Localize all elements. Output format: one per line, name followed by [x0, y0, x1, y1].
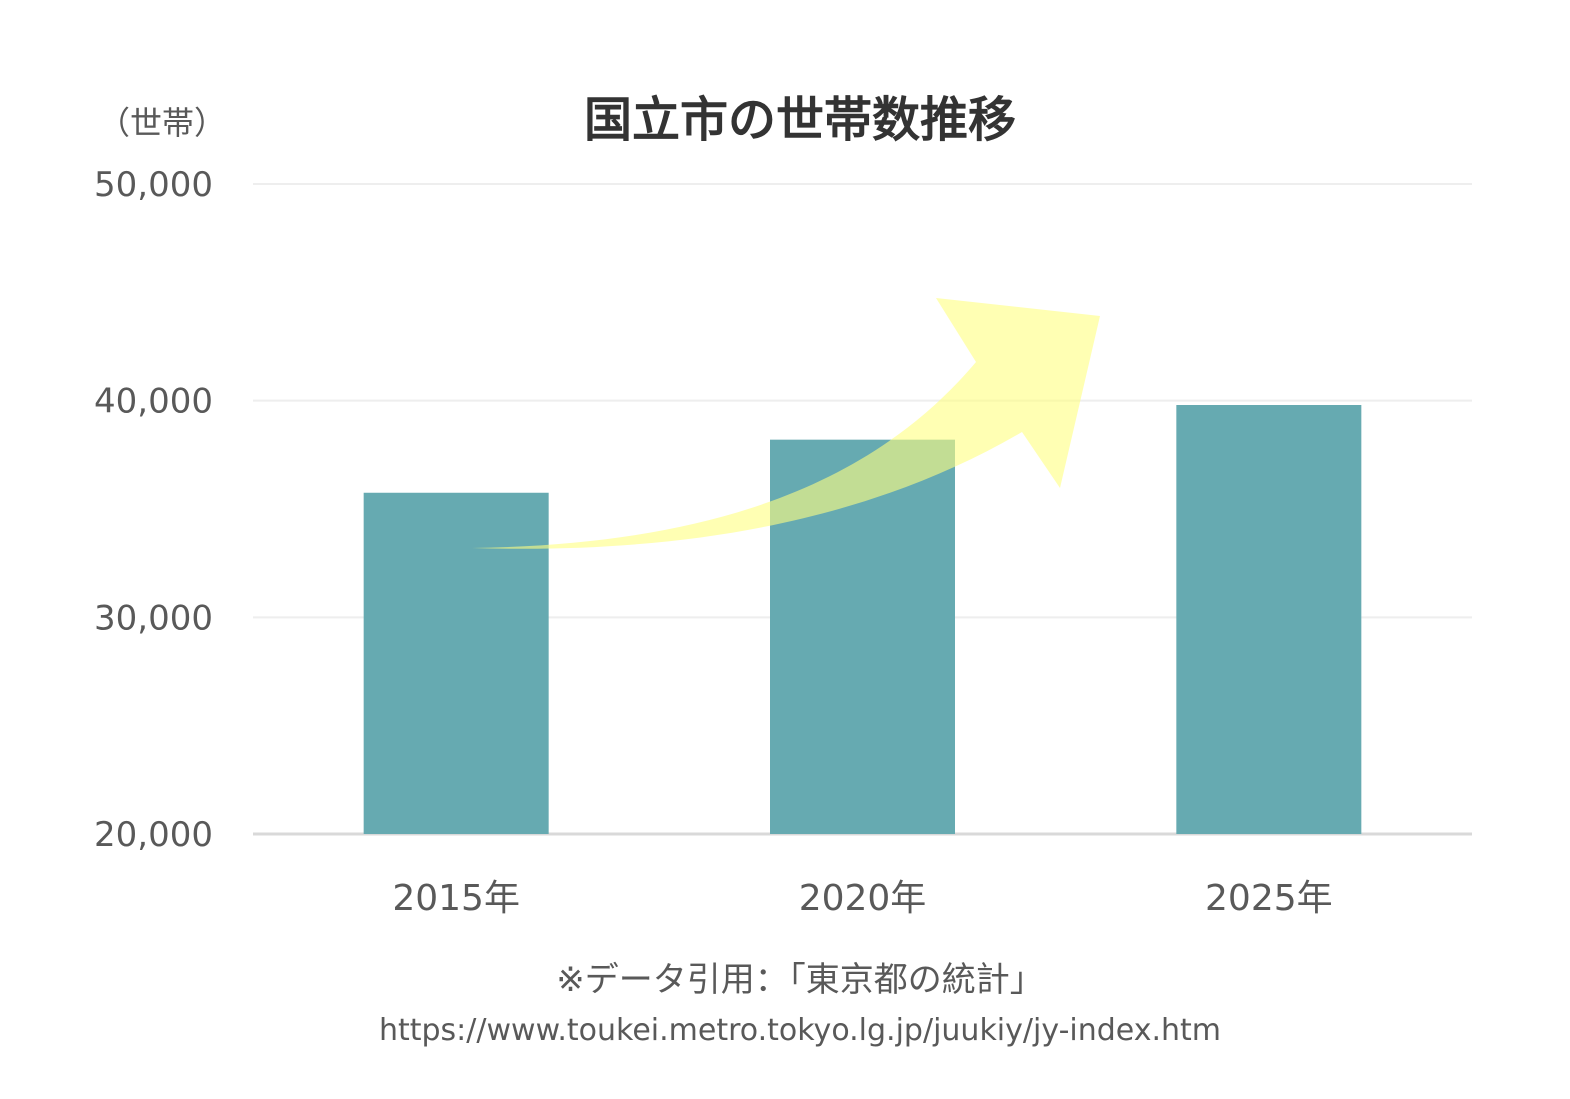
x-axis-ticks: 2015年 2020年 2025年: [392, 878, 1332, 919]
bars: [363, 405, 1362, 834]
source-note: ※データ引用：「東京都の統計」: [556, 960, 1044, 1000]
y-tick-label: 20,000: [94, 815, 213, 855]
y-axis-unit-label: （世帯）: [98, 104, 227, 142]
y-axis-ticks: 20,000 30,000 40,000 50,000: [94, 165, 213, 855]
y-tick-label: 50,000: [94, 165, 213, 205]
x-tick-label: 2015年: [392, 878, 520, 919]
bar: [363, 492, 549, 834]
trend-arrow-icon: [472, 298, 1100, 549]
chart-title: 国立市の世帯数推移: [583, 92, 1016, 148]
y-tick-label: 40,000: [94, 382, 213, 422]
trend-arrow-group: [472, 298, 1100, 549]
x-tick-label: 2025年: [1205, 878, 1333, 919]
source-url[interactable]: https://www.toukei.metro.tokyo.lg.jp/juu…: [378, 1013, 1222, 1048]
x-tick-label: 2020年: [799, 878, 927, 919]
bar: [1176, 405, 1362, 834]
y-tick-label: 30,000: [94, 598, 213, 638]
